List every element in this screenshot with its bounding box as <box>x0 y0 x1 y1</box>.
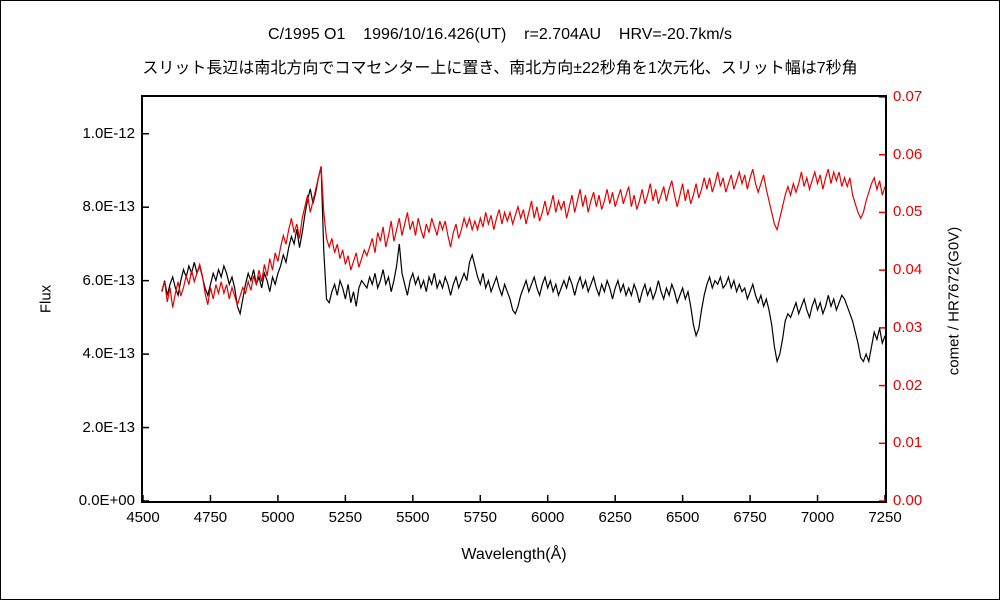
x-axis-tick-label: 5500 <box>396 509 430 526</box>
right-axis-title: comet / HR7672(G0V) <box>945 226 963 376</box>
right-axis-tick-label: 0.04 <box>893 261 923 279</box>
right-axis-tick-label: 0.00 <box>893 492 923 509</box>
x-axis-tick-label: 6750 <box>733 509 767 526</box>
chart-title: C/1995 O1 1996/10/16.426(UT) r=2.704AU H… <box>268 26 732 43</box>
flux-series-line <box>161 166 885 364</box>
right-axis-tick-label: 0.03 <box>893 318 923 336</box>
spectrum-plot-svg <box>143 97 885 501</box>
x-axis-tick-label: 4750 <box>193 509 228 526</box>
x-axis-tick-label: 7250 <box>868 509 902 526</box>
left-axis-tick-label: 8.0E-13 <box>82 198 135 216</box>
x-axis-tick-label: 4500 <box>126 509 160 526</box>
left-axis-tick-label: 6.0E-13 <box>82 271 135 289</box>
left-axis-tick-label: 4.0E-13 <box>82 345 135 363</box>
plot-area <box>141 95 887 503</box>
x-axis-tick-label: 6000 <box>531 509 565 526</box>
left-axis-tick-label: 1.0E-12 <box>82 124 135 142</box>
right-axis-tick-label: 0.05 <box>893 203 923 221</box>
x-axis-title: Wavelength(Å) <box>461 546 567 563</box>
x-axis-tick-label: 5000 <box>261 509 295 526</box>
right-axis-tick-label: 0.01 <box>893 434 923 452</box>
left-axis-tick-label: 2.0E-13 <box>82 418 135 436</box>
x-axis-tick-label: 6500 <box>665 509 700 526</box>
x-axis-tick-label: 6250 <box>598 509 632 526</box>
right-axis-tick-label: 0.02 <box>893 376 923 394</box>
right-axis-tick-label: 0.06 <box>893 145 923 163</box>
x-axis-tick-label: 7000 <box>800 509 835 526</box>
x-axis-tick-label: 5250 <box>328 509 363 526</box>
right-axis-tick-label: 0.07 <box>893 88 923 105</box>
x-axis-tick-label: 5750 <box>463 509 497 526</box>
ratio-series-line <box>161 166 885 308</box>
chart-subtitle: スリット長辺は南北方向でコマセンター上に置き、南北方向±22秒角を1次元化、スリ… <box>142 60 858 77</box>
left-axis-tick-label: 0.0E+00 <box>78 492 135 509</box>
